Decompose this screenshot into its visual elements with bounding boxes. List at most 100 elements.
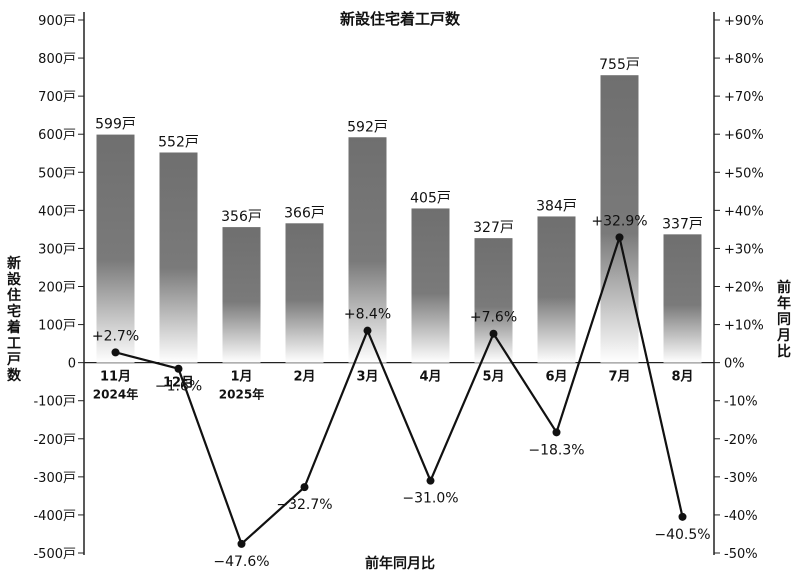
bar-value-label: 599戸 [95, 117, 136, 133]
line-point [363, 326, 372, 335]
y-axis-title: 新設住宅着工戸数 [6, 255, 22, 384]
line-value-label: −40.5% [654, 527, 710, 543]
line-value-label: −32.7% [276, 497, 332, 513]
bars [96, 75, 702, 363]
category-label: 8月 [671, 370, 693, 385]
line-point [615, 233, 624, 242]
right-axis-tick-label: +20% [724, 281, 764, 296]
line-point [552, 428, 561, 437]
y2-axis-title-char: 月 [776, 328, 791, 344]
y-axis-title-char: 戸 [7, 352, 21, 368]
y-axis-title-char: 工 [7, 336, 21, 352]
bar-value-label: 356戸 [221, 209, 262, 225]
line-value-label: −47.6% [213, 554, 269, 570]
bar [600, 75, 639, 363]
category-label: 11月 [100, 370, 131, 385]
line-point [678, 512, 687, 521]
bar-value-label: 384戸 [536, 198, 577, 214]
left-axis-tick-label: 300戸 [38, 242, 76, 257]
right-axis-tick-label: +40% [724, 204, 764, 219]
category-label: 7月 [608, 370, 630, 385]
category-label: 1月 [230, 370, 252, 385]
right-axis-tick-label: +60% [724, 128, 764, 143]
bar-value-label: 552戸 [158, 134, 199, 150]
axes: 900戸 800戸 700戸 600戸 500戸 400戸 300戸 200戸 100戸 0 -10… [6, 12, 791, 562]
left-axis-tick-label: 500戸 [38, 166, 76, 181]
bar [411, 208, 450, 363]
left-axis-tick-label: 600戸 [38, 128, 76, 143]
bar-value-label: 337戸 [662, 216, 703, 232]
line-path [115, 236, 684, 545]
line-point [300, 483, 309, 492]
left-axis-tick-label: 200戸 [38, 281, 76, 296]
line-series [111, 233, 687, 548]
bar [159, 152, 198, 363]
y2-axis-title-char: 同 [777, 312, 791, 328]
category-label: 6月 [545, 370, 567, 385]
chart-title: 新設住宅着工戸数 [340, 10, 461, 28]
bar [348, 137, 387, 363]
line-point [111, 348, 120, 357]
left-axis-tick-label: 100戸 [38, 319, 76, 334]
right-axis-tick-label: -40% [724, 509, 758, 524]
line-point [489, 329, 498, 338]
category-label: 4月 [419, 370, 441, 385]
line-value-label: +8.4% [344, 307, 391, 323]
right-axis-tick-label: -20% [724, 433, 758, 448]
line-value-label: −18.3% [528, 442, 584, 458]
line-value-label: −1.6% [155, 379, 202, 395]
left-axis-tick-label: 400戸 [38, 204, 76, 219]
category-label: 2月 [293, 370, 315, 385]
y-axis-title-char: 着 [6, 319, 21, 336]
right-axis-tick-label: +10% [724, 319, 764, 334]
right-axis-tick-label: +90% [724, 14, 764, 29]
y-axis-title-char: 数 [7, 367, 22, 384]
right-axis-tick-label: +50% [724, 166, 764, 181]
bar-value-label: 592戸 [347, 119, 388, 135]
line-value-label: −31.0% [402, 491, 458, 507]
labels: 599戸 552戸 356戸 366戸 592戸 405戸 327戸 384戸 755戸 337戸… [92, 57, 711, 570]
bar-value-label: 755戸 [599, 57, 640, 73]
line-value-label: +2.7% [92, 328, 139, 344]
x-axis-title: 前年同月比 [365, 555, 435, 572]
y2-axis-title-char: 年 [777, 295, 791, 312]
y-axis-title-char: 新 [7, 255, 21, 272]
bar-value-label: 405戸 [410, 190, 451, 206]
bar [537, 216, 576, 363]
left-axis-tick-label: -200戸 [33, 433, 76, 448]
right-axis-tick-label: -10% [724, 395, 758, 410]
bar [285, 223, 324, 363]
category-label: 3月 [356, 370, 378, 385]
left-axis-tick-label: 0 [68, 357, 76, 372]
left-axis-tick-label: -400戸 [33, 509, 76, 524]
line-value-label: +7.6% [470, 310, 517, 326]
bar-value-label: 327戸 [473, 220, 514, 236]
line-value-label: +32.9% [591, 213, 647, 229]
left-axis-tick-label: 900戸 [38, 14, 76, 29]
y-axis-title-char: 宅 [7, 303, 21, 320]
category-label: 5月 [482, 370, 504, 385]
y-axis-title-char: 住 [7, 287, 21, 304]
category-year-label: 2025年 [219, 387, 264, 402]
bar [96, 134, 135, 363]
left-axis-tick-label: -500戸 [33, 547, 76, 562]
bar [222, 227, 261, 363]
left-axis-tick-label: -300戸 [33, 471, 76, 486]
left-axis-tick-label: 700戸 [38, 90, 76, 105]
y2-axis-title-char: 前 [777, 279, 791, 296]
category-year-label: 2024年 [93, 387, 138, 402]
bar [663, 234, 702, 363]
right-axis-tick-label: +70% [724, 90, 764, 105]
y-axis-title-char: 設 [7, 271, 22, 288]
right-axis-tick-label: -50% [724, 547, 758, 562]
left-axis-tick-label: 800戸 [38, 52, 76, 67]
line-point [237, 539, 246, 548]
right-axis-tick-label: -30% [724, 471, 758, 486]
line-point [174, 364, 183, 373]
bar-value-label: 366戸 [284, 205, 325, 221]
right-axis-tick-label: +80% [724, 52, 764, 67]
right-axis-tick-label: 0% [724, 357, 745, 372]
left-axis-tick-label: -100戸 [33, 395, 76, 410]
y2-axis-title-char: 比 [777, 343, 791, 360]
